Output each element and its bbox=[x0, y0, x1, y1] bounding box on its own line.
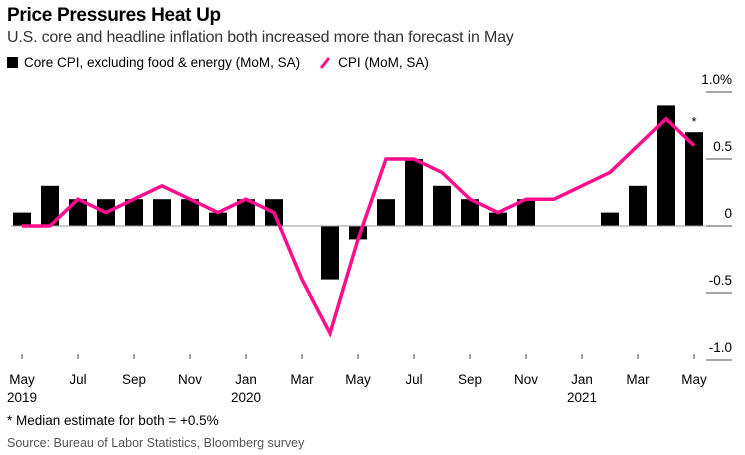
x-tick-label: Jan bbox=[571, 372, 593, 387]
core-cpi-bar bbox=[181, 199, 199, 226]
core-cpi-bar bbox=[209, 212, 227, 226]
x-tick-label: Mar bbox=[290, 372, 314, 387]
x-year-label: 2020 bbox=[231, 390, 261, 405]
core-cpi-bar bbox=[405, 159, 423, 226]
y-tick-label: -0.5 bbox=[709, 273, 732, 288]
core-cpi-bar bbox=[237, 199, 255, 226]
x-tick-label: May bbox=[345, 372, 371, 387]
legend: Core CPI, excluding food & energy (MoM, … bbox=[7, 55, 429, 70]
core-cpi-bar bbox=[377, 199, 395, 226]
y-tick-label: 1.0% bbox=[701, 72, 732, 87]
chart-title: Price Pressures Heat Up bbox=[7, 5, 221, 26]
core-cpi-bar bbox=[629, 185, 647, 226]
x-tick-label: Sep bbox=[122, 372, 146, 387]
legend-line-label: CPI (MoM, SA) bbox=[338, 55, 429, 70]
x-tick-label: Jan bbox=[235, 372, 257, 387]
chart-plot: 1.0% 0.5 0 -0.5 -1.0 * May 2019 Jul Sep Nov Jan 20… bbox=[7, 72, 732, 405]
source-note: Source: Bureau of Labor Statistics, Bloo… bbox=[7, 436, 305, 450]
core-cpi-bar bbox=[657, 105, 675, 226]
core-cpi-bar bbox=[489, 212, 507, 226]
core-cpi-bar bbox=[433, 185, 451, 226]
core-cpi-bar bbox=[517, 199, 535, 226]
core-cpi-bar bbox=[321, 226, 339, 280]
y-tick-label: 0.5 bbox=[713, 139, 732, 154]
x-tick-label: Jul bbox=[405, 372, 422, 387]
core-cpi-bar bbox=[13, 212, 31, 226]
footnote: * Median estimate for both = +0.5% bbox=[7, 413, 219, 428]
x-tick-label: Nov bbox=[514, 372, 538, 387]
legend-bar-swatch bbox=[7, 57, 18, 68]
core-cpi-bar bbox=[153, 199, 171, 226]
y-tick-label: -1.0 bbox=[709, 340, 732, 355]
x-tick-label: Jul bbox=[69, 372, 86, 387]
x-year-label: 2019 bbox=[7, 390, 37, 405]
legend-bar-label: Core CPI, excluding food & energy (MoM, … bbox=[24, 55, 301, 70]
x-tick-label: Nov bbox=[178, 372, 202, 387]
core-cpi-bar bbox=[461, 199, 479, 226]
chart-subtitle: U.S. core and headline inflation both in… bbox=[7, 29, 514, 46]
y-tick-label: 0 bbox=[724, 206, 732, 221]
x-tick-label: May bbox=[9, 372, 35, 387]
x-tick-label: May bbox=[681, 372, 707, 387]
cpi-line-series bbox=[22, 116, 696, 338]
x-tick-label: Sep bbox=[458, 372, 482, 387]
x-tick-label: Mar bbox=[626, 372, 650, 387]
core-cpi-bar bbox=[41, 185, 59, 226]
annotation-asterisk: * bbox=[691, 114, 696, 129]
core-cpi-bar bbox=[685, 132, 703, 226]
core-cpi-bar bbox=[125, 199, 143, 226]
legend-line-swatch bbox=[319, 56, 331, 69]
core-cpi-bar bbox=[601, 212, 619, 226]
x-year-label: 2021 bbox=[567, 390, 597, 405]
